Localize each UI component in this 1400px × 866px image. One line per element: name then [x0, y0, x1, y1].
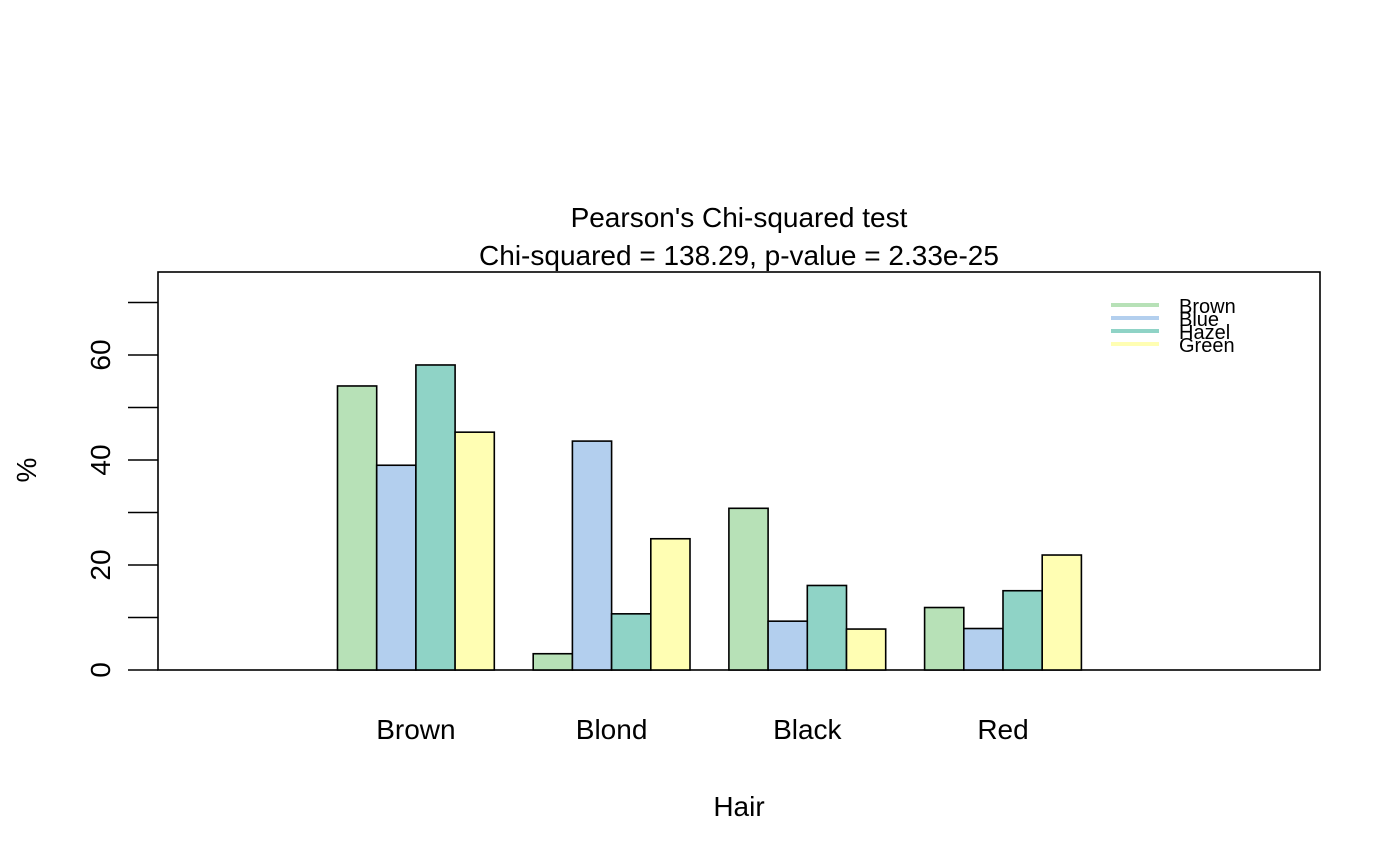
y-axis: 0 20 40 60 [85, 301, 158, 678]
legend-label-green: Green [1179, 335, 1235, 357]
bar-blond-hazel [610, 613, 652, 671]
bar-black-green [845, 628, 887, 671]
bar-black-blue [767, 620, 809, 671]
bar-blond-green [649, 537, 691, 671]
x-category-labels: Brown Blond Black Red [376, 714, 1028, 745]
bar-brown-brown [336, 385, 378, 671]
chart-subtitle: Chi-squared = 138.29, p-value = 2.33e-25 [479, 240, 999, 271]
bar-red-green [1041, 554, 1083, 671]
bar-red-brown [923, 606, 965, 671]
y-axis-label: % [11, 458, 42, 483]
x-category-label: Blond [576, 714, 648, 745]
bar-brown-hazel [415, 364, 456, 671]
bar-black-hazel [806, 584, 848, 671]
x-axis-label: Hair [713, 791, 764, 822]
bar-red-hazel [1002, 589, 1044, 671]
bar-black-brown [728, 507, 769, 671]
bar-brown-green [454, 431, 496, 671]
legend-label-blue: Blue [1179, 309, 1219, 331]
x-category-label: Black [773, 714, 842, 745]
bar-brown-blue [375, 464, 417, 671]
bar-red-blue [962, 627, 1004, 671]
y-tick-label: 20 [85, 549, 116, 580]
bar-blond-blue [571, 440, 613, 671]
y-tick-label: 40 [85, 444, 116, 475]
y-tick-label: 60 [85, 339, 116, 370]
legend-label-brown: Brown [1179, 296, 1236, 318]
legend-label-hazel: Hazel [1179, 322, 1230, 344]
bar-blond-brown [532, 652, 574, 671]
chart-title: Pearson's Chi-squared test [571, 202, 908, 233]
x-category-label: Brown [376, 714, 455, 745]
y-tick-label: 0 [85, 662, 116, 678]
bars-group [336, 364, 1083, 671]
x-category-label: Red [977, 714, 1028, 745]
